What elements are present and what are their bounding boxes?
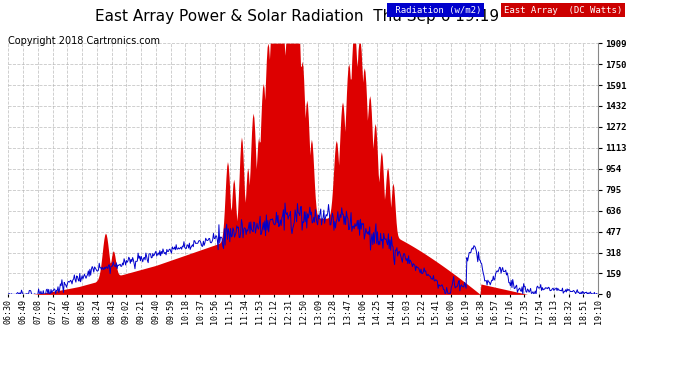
Text: Copyright 2018 Cartronics.com: Copyright 2018 Cartronics.com: [8, 36, 160, 46]
Text: East Array  (DC Watts): East Array (DC Watts): [504, 6, 622, 15]
Text: East Array Power & Solar Radiation  Thu Sep 6 19:19: East Array Power & Solar Radiation Thu S…: [95, 9, 499, 24]
Text: Radiation (w/m2): Radiation (w/m2): [390, 6, 481, 15]
